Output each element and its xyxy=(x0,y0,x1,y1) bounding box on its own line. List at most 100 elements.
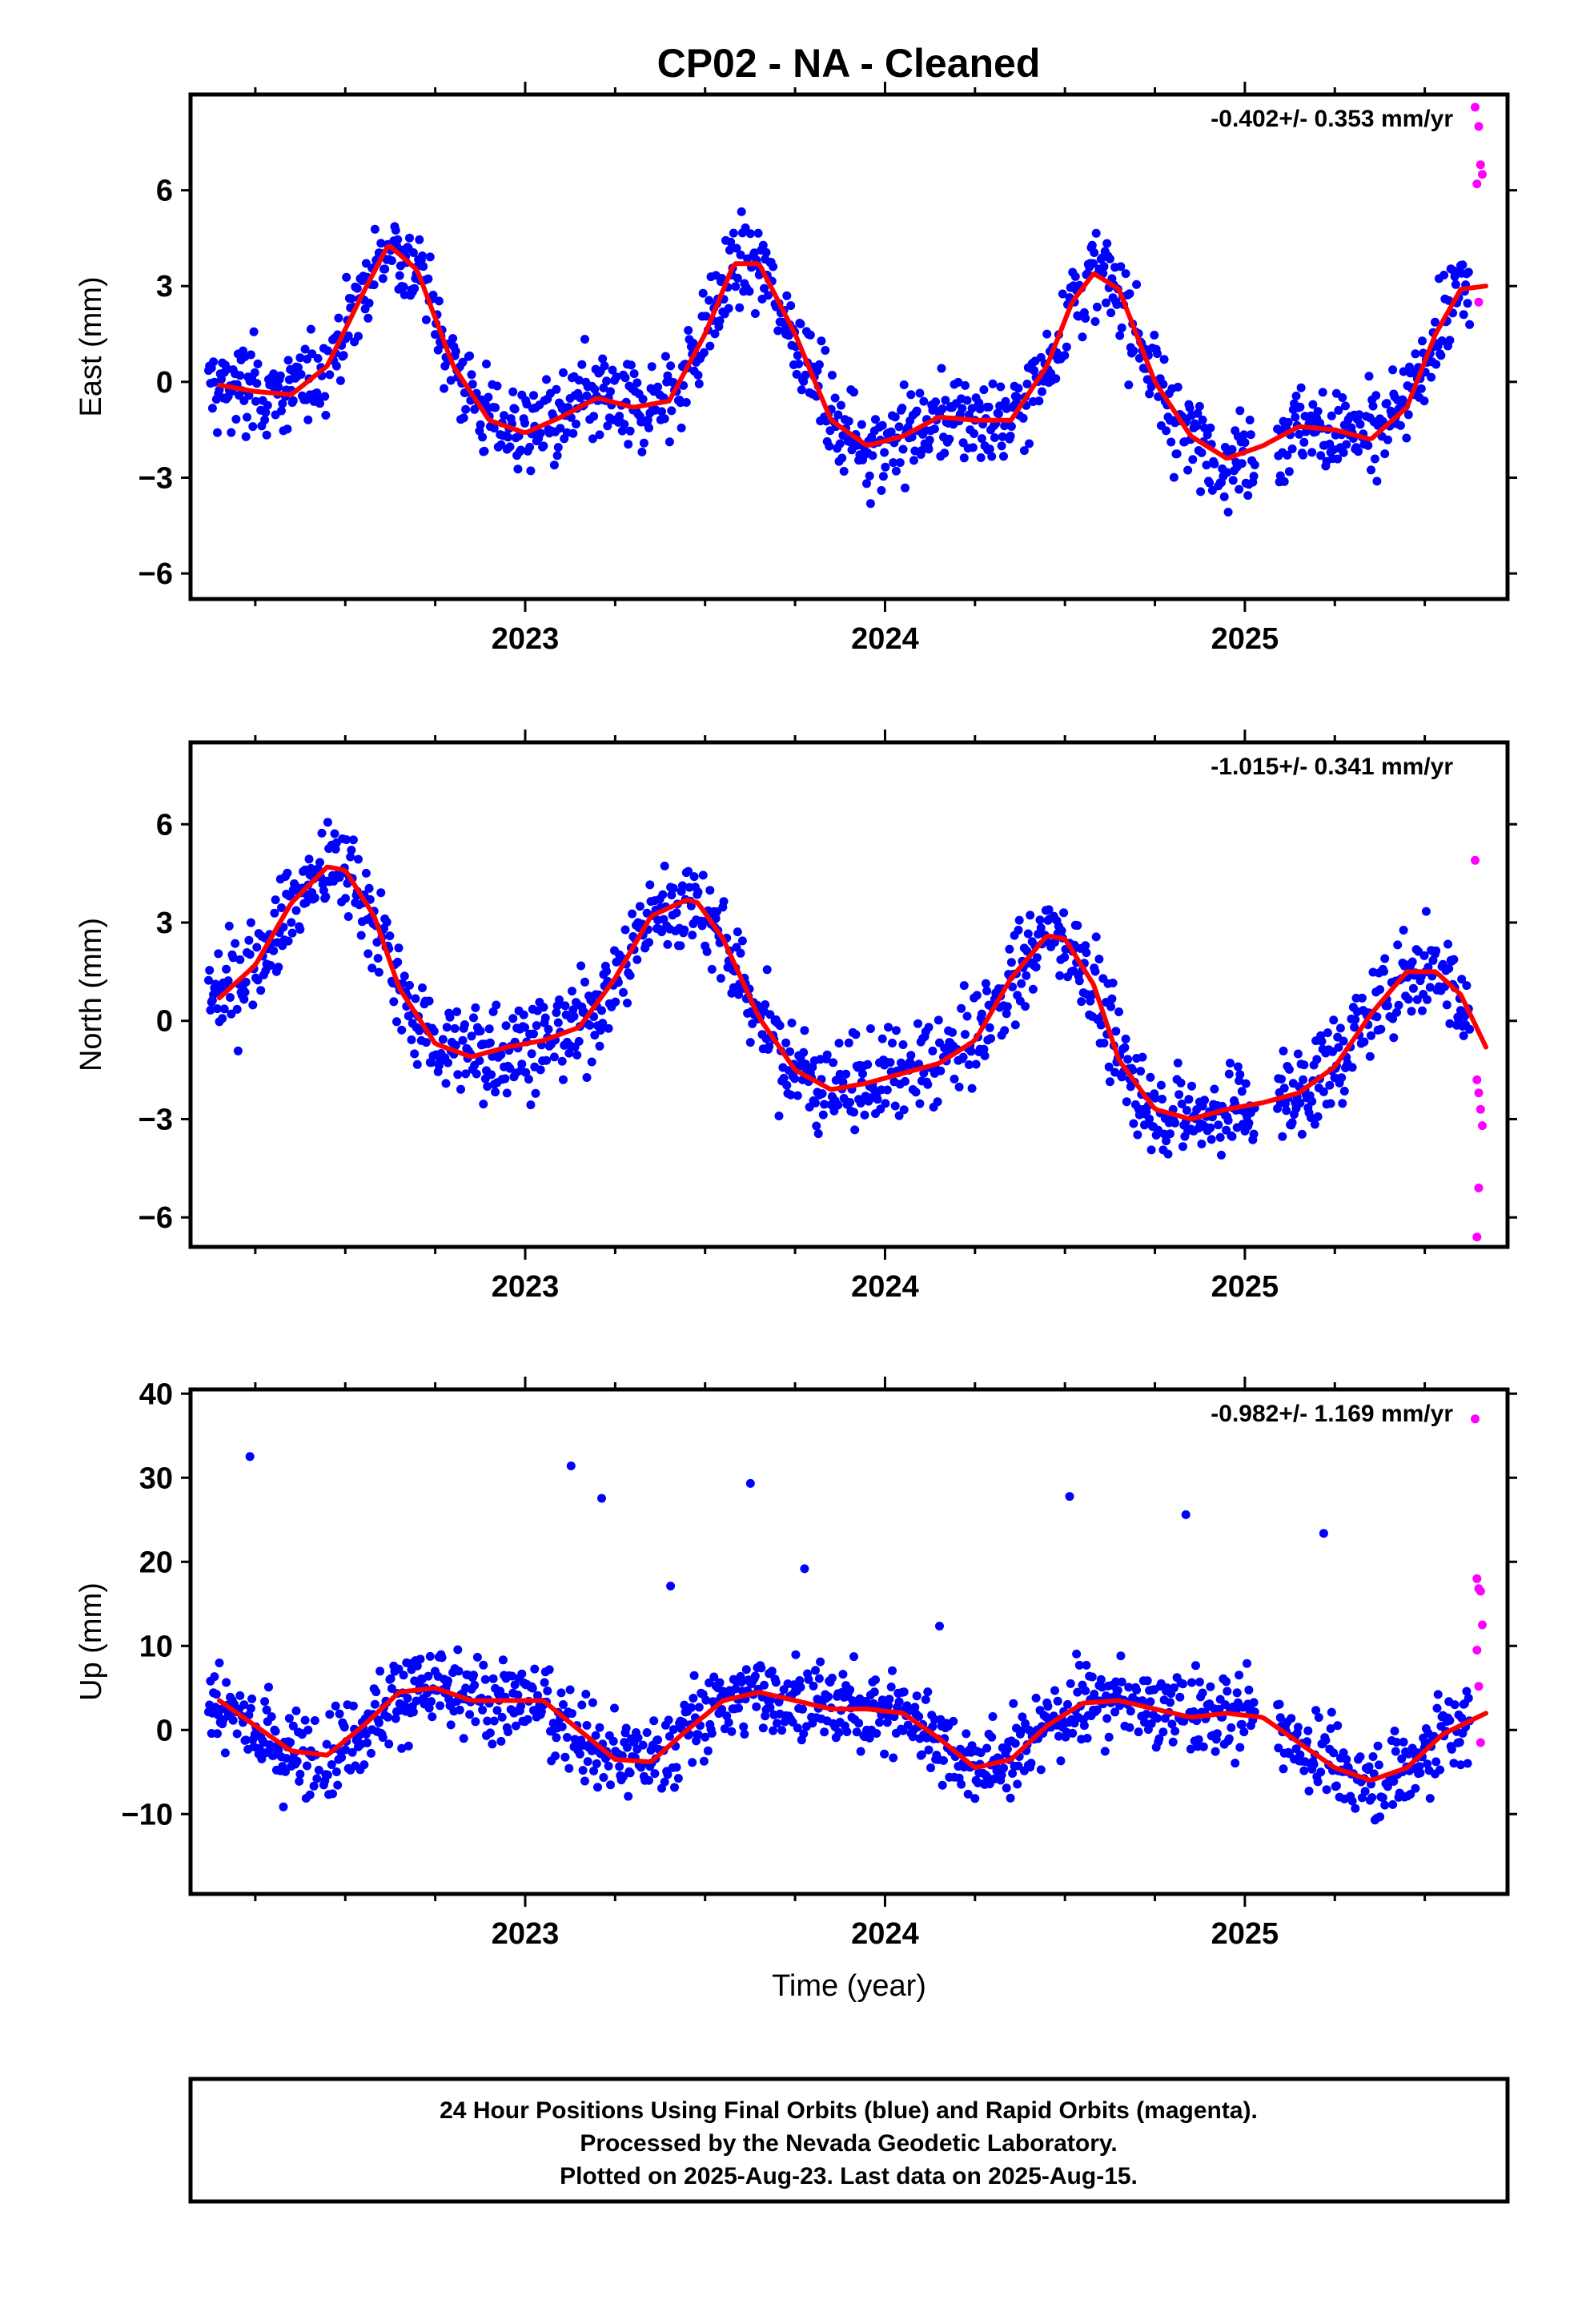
final-orbit-point xyxy=(1055,971,1065,980)
final-orbit-point xyxy=(1195,401,1204,411)
final-orbit-point xyxy=(825,441,834,451)
final-orbit-point xyxy=(425,252,435,262)
final-orbit-point xyxy=(1226,1059,1235,1068)
final-orbit-point xyxy=(1060,351,1070,360)
final-orbit-point xyxy=(945,434,954,444)
y-tick-label: 3 xyxy=(156,907,173,940)
final-orbit-point xyxy=(1174,1090,1184,1100)
final-orbit-point xyxy=(556,1688,566,1698)
final-orbit-point xyxy=(1038,387,1046,396)
final-orbit-point xyxy=(670,1783,679,1792)
final-orbit-point xyxy=(1124,1683,1134,1692)
final-orbit-point xyxy=(856,1747,865,1756)
final-orbit-point xyxy=(1329,1015,1339,1025)
final-orbit-point xyxy=(598,1019,608,1028)
final-orbit-point xyxy=(877,420,887,430)
final-orbit-point xyxy=(1153,1714,1162,1723)
final-orbit-point xyxy=(458,1035,468,1045)
final-orbit-point xyxy=(734,990,743,999)
final-orbit-point xyxy=(1145,1114,1154,1124)
final-orbit-point xyxy=(327,1760,336,1769)
final-orbit-point xyxy=(394,1664,404,1674)
final-orbit-point xyxy=(504,432,513,442)
final-orbit-point xyxy=(1418,336,1427,346)
final-orbit-point xyxy=(623,1743,632,1752)
final-orbit-point xyxy=(321,892,331,902)
final-orbit-point xyxy=(452,1007,462,1016)
final-orbit-point xyxy=(917,446,926,455)
final-orbit-point xyxy=(760,1680,769,1690)
final-orbit-point xyxy=(1056,1756,1066,1766)
final-orbit-point xyxy=(1036,352,1046,362)
final-orbit-point xyxy=(210,377,219,387)
final-orbit-point xyxy=(1316,451,1326,460)
final-orbit-point xyxy=(1439,271,1449,279)
final-orbit-point xyxy=(657,407,666,416)
final-orbit-point xyxy=(703,1746,713,1755)
final-orbit-point xyxy=(977,434,986,444)
final-orbit-point xyxy=(1299,450,1308,460)
final-orbit-point xyxy=(454,1667,464,1676)
final-orbit-point xyxy=(482,360,491,368)
final-orbit-point xyxy=(1002,1009,1011,1019)
final-orbit-point xyxy=(599,383,608,392)
rapid-orbit-point xyxy=(1472,1232,1482,1242)
final-orbit-point xyxy=(1065,1492,1074,1502)
final-orbit-point xyxy=(1313,407,1323,416)
final-orbit-point xyxy=(241,977,251,987)
final-orbit-point xyxy=(1333,454,1343,464)
final-orbit-point xyxy=(834,1728,844,1737)
final-orbit-point xyxy=(307,349,317,359)
final-orbit-point xyxy=(794,360,804,368)
final-orbit-point xyxy=(958,1052,968,1062)
final-orbit-point xyxy=(491,403,500,412)
final-orbit-point xyxy=(342,835,351,844)
final-orbit-point xyxy=(252,943,262,952)
rapid-orbit-points xyxy=(1471,855,1487,1242)
final-orbit-point xyxy=(288,396,298,405)
final-orbit-point xyxy=(1192,421,1202,431)
final-orbit-point xyxy=(542,1055,551,1065)
final-orbit-point xyxy=(608,1736,618,1746)
final-orbit-point xyxy=(465,1710,475,1719)
final-orbit-point xyxy=(568,428,578,438)
final-orbit-point xyxy=(877,1034,887,1043)
final-orbit-point xyxy=(468,380,477,389)
final-orbit-point xyxy=(1279,1046,1288,1055)
final-orbit-point xyxy=(1419,396,1429,406)
final-orbit-point xyxy=(269,369,279,379)
final-orbit-point xyxy=(1339,448,1348,457)
final-orbit-point xyxy=(223,976,233,986)
final-orbit-point xyxy=(544,1024,553,1034)
final-orbit-point xyxy=(1231,1759,1240,1768)
final-orbit-point xyxy=(266,961,275,970)
final-orbit-point xyxy=(1299,1766,1309,1775)
final-orbit-point xyxy=(797,385,806,395)
final-orbit-point xyxy=(777,1726,787,1735)
final-orbit-point xyxy=(899,1687,909,1697)
final-orbit-point xyxy=(438,1035,448,1044)
final-orbit-point xyxy=(1058,289,1067,299)
final-orbit-point xyxy=(310,1716,319,1725)
final-orbit-point xyxy=(1092,302,1102,312)
final-orbit-point xyxy=(295,353,305,363)
final-orbit-point xyxy=(1380,1800,1390,1810)
final-orbit-point xyxy=(328,1789,337,1799)
final-orbit-point xyxy=(1295,429,1304,439)
final-orbit-point xyxy=(838,1670,848,1679)
final-orbit-point xyxy=(1081,941,1090,951)
final-orbit-point xyxy=(841,1069,851,1079)
final-orbit-point xyxy=(1195,1677,1204,1687)
final-orbit-point xyxy=(461,1069,471,1079)
final-orbit-point xyxy=(376,239,386,248)
final-orbit-point xyxy=(915,1099,925,1108)
final-orbit-point xyxy=(788,1718,797,1727)
final-orbit-point xyxy=(256,986,266,995)
final-orbit-point xyxy=(1223,468,1232,477)
final-orbit-point xyxy=(374,1718,383,1727)
final-orbit-point xyxy=(793,351,802,360)
final-orbit-point xyxy=(1246,430,1255,440)
final-orbit-point xyxy=(801,370,810,380)
final-orbit-point xyxy=(1459,1031,1468,1040)
final-orbit-point xyxy=(926,1763,935,1772)
